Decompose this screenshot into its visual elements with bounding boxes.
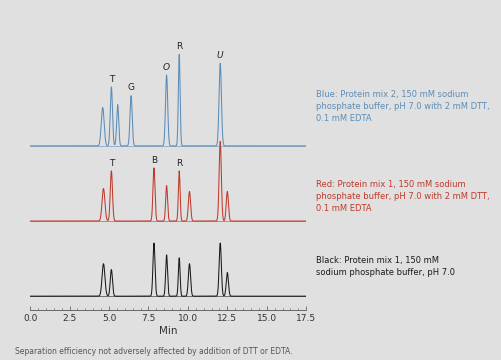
Text: G: G (127, 84, 134, 93)
Text: R: R (176, 42, 182, 51)
Text: U: U (216, 51, 223, 60)
Text: T: T (109, 159, 114, 168)
Text: R: R (176, 159, 182, 168)
Text: B: B (151, 156, 157, 165)
Text: Separation efficiency not adversely affected by addition of DTT or EDTA.: Separation efficiency not adversely affe… (15, 347, 292, 356)
Text: Black: Protein mix 1, 150 mM
sodium phosphate buffer, pH 7.0: Black: Protein mix 1, 150 mM sodium phos… (316, 256, 454, 277)
X-axis label: Min: Min (159, 326, 177, 336)
Text: Red: Protein mix 1, 150 mM sodium
phosphate buffer, pH 7.0 with 2 mM DTT,
0.1 mM: Red: Protein mix 1, 150 mM sodium phosph… (316, 180, 489, 213)
Text: O: O (163, 63, 170, 72)
Text: Blue: Protein mix 2, 150 mM sodium
phosphate buffer, pH 7.0 with 2 mM DTT,
0.1 m: Blue: Protein mix 2, 150 mM sodium phosp… (316, 90, 489, 123)
Text: T: T (109, 75, 114, 84)
